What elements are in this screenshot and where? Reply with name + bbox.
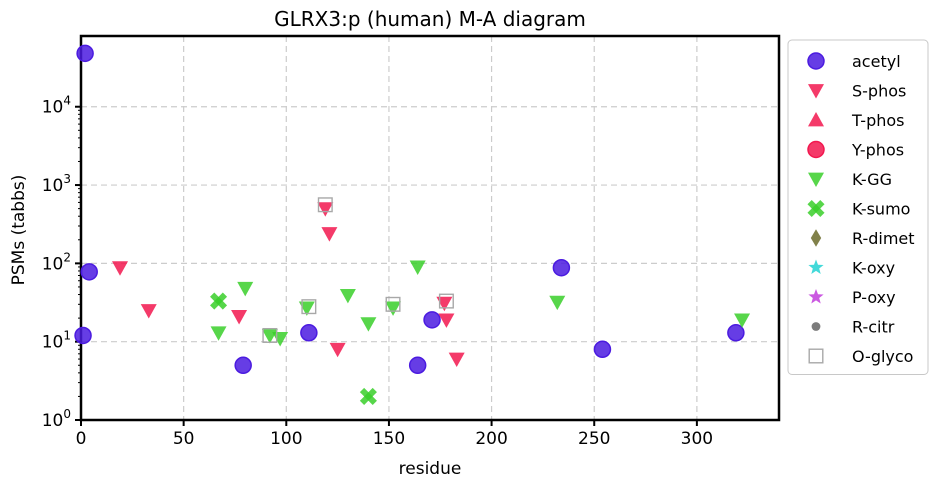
- point-k-gg: [339, 288, 356, 304]
- point-k-gg: [360, 317, 377, 332]
- point-s-phos: [448, 352, 465, 368]
- point-acetyl: [727, 324, 745, 342]
- legend-marker-r-citr: [811, 322, 821, 331]
- legend-box: [787, 39, 929, 375]
- legend-item-k-gg: K-GG: [808, 170, 892, 189]
- legend-item-p-oxy: P-oxy: [808, 288, 896, 307]
- x-tick-label: 200: [475, 429, 507, 449]
- point-s-phos: [231, 310, 248, 325]
- legend-marker-t-phos: [808, 112, 824, 127]
- ticks: 0 50 100 150 200 250 300 100 101 102 103 104: [42, 94, 713, 449]
- legend-label: T-phos: [851, 111, 905, 130]
- chart-title: GLRX3:p (human) M-A diagram: [274, 7, 586, 31]
- legend-item-k-oxy: K-oxy: [808, 259, 895, 278]
- x-tick-label: 100: [270, 429, 302, 449]
- y-tick-label: 103: [42, 172, 71, 196]
- axes: [79, 34, 781, 422]
- y-tick-label: 101: [42, 329, 71, 353]
- legend-item-acetyl: acetyl: [807, 52, 901, 71]
- legend-label: K-sumo: [852, 200, 910, 219]
- grid: [80, 36, 779, 420]
- legend-label: R-dimet: [852, 229, 915, 248]
- legend: acetyl S-phos T-phos Y-phos K-GG K-sumo R-dime…: [787, 39, 929, 375]
- point-s-phos: [438, 313, 455, 328]
- legend-marker-r-dimet: [810, 229, 822, 247]
- point-s-phos: [140, 304, 157, 319]
- x-tick-label: 250: [578, 429, 610, 449]
- y-axis-label: PSMs (tabbs): [9, 175, 29, 286]
- point-o-glyco: [262, 327, 278, 343]
- legend-marker-acetyl: [807, 52, 825, 70]
- x-tick-label: 50: [173, 429, 195, 449]
- point-k-sumo: [359, 387, 377, 405]
- legend-label: Y-phos: [851, 141, 904, 160]
- y-tick-label: 100: [42, 407, 71, 431]
- x-tick-label: 300: [681, 429, 713, 449]
- legend-item-s-phos: S-phos: [808, 82, 906, 101]
- point-k-sumo: [210, 292, 228, 310]
- point-s-phos: [329, 342, 346, 358]
- legend-label: S-phos: [852, 82, 906, 101]
- legend-item-t-phos: T-phos: [808, 111, 905, 130]
- legend-label: K-oxy: [852, 259, 895, 278]
- point-s-phos: [321, 227, 338, 242]
- point-acetyl: [408, 356, 427, 375]
- x-tick-label: 0: [76, 429, 87, 449]
- point-k-gg: [298, 301, 315, 316]
- point-k-gg: [210, 326, 227, 341]
- legend-marker-k-gg: [808, 172, 824, 187]
- legend-item-r-dimet: R-dimet: [810, 229, 915, 248]
- y-tick-label: 102: [42, 250, 71, 274]
- x-tick-label: 150: [373, 429, 405, 449]
- point-k-gg: [409, 260, 426, 275]
- legend-item-o-glyco: O-glyco: [808, 347, 913, 366]
- x-cross-stroke: [359, 387, 377, 405]
- legend-marker-s-phos: [808, 84, 824, 99]
- plot-frame: [79, 34, 781, 422]
- point-s-phos: [317, 202, 334, 217]
- legend-label: K-GG: [852, 170, 892, 189]
- x-cross-stroke: [807, 199, 825, 218]
- point-k-gg: [734, 313, 751, 328]
- legend-item-y-phos: Y-phos: [807, 140, 904, 160]
- x-axis-label: residue: [399, 459, 462, 479]
- point-acetyl: [76, 44, 94, 63]
- point-s-phos: [112, 261, 129, 276]
- point-acetyl: [74, 326, 92, 345]
- legend-label: R-citr: [852, 318, 895, 337]
- point-acetyl: [80, 263, 98, 281]
- y-tick-label: 104: [42, 94, 71, 118]
- legend-label: O-glyco: [852, 347, 913, 366]
- point-acetyl: [234, 356, 252, 375]
- point-o-glyco: [385, 296, 401, 312]
- point-acetyl: [552, 258, 571, 277]
- point-acetyl: [300, 324, 318, 342]
- legend-marker-k-oxy: [808, 259, 824, 274]
- point-o-glyco: [438, 293, 454, 309]
- point-o-glyco: [317, 197, 333, 213]
- legend-marker-k-sumo: [807, 199, 825, 218]
- legend-label: P-oxy: [852, 288, 896, 307]
- point-k-gg: [385, 301, 402, 316]
- point-acetyl: [423, 311, 441, 329]
- point-acetyl: [593, 340, 612, 359]
- legend-label: acetyl: [852, 52, 901, 71]
- point-k-gg: [237, 281, 254, 297]
- point-s-phos: [436, 296, 453, 312]
- x-cross-stroke: [210, 292, 228, 310]
- legend-marker-o-glyco: [808, 348, 824, 364]
- legend-marker-p-oxy: [808, 289, 824, 304]
- point-o-glyco: [301, 299, 317, 315]
- point-k-gg: [549, 295, 566, 311]
- legend-marker-y-phos: [807, 140, 825, 159]
- legend-item-r-citr: R-citr: [811, 318, 895, 337]
- data-points: [74, 44, 751, 405]
- legend-item-k-sumo: K-sumo: [807, 199, 910, 219]
